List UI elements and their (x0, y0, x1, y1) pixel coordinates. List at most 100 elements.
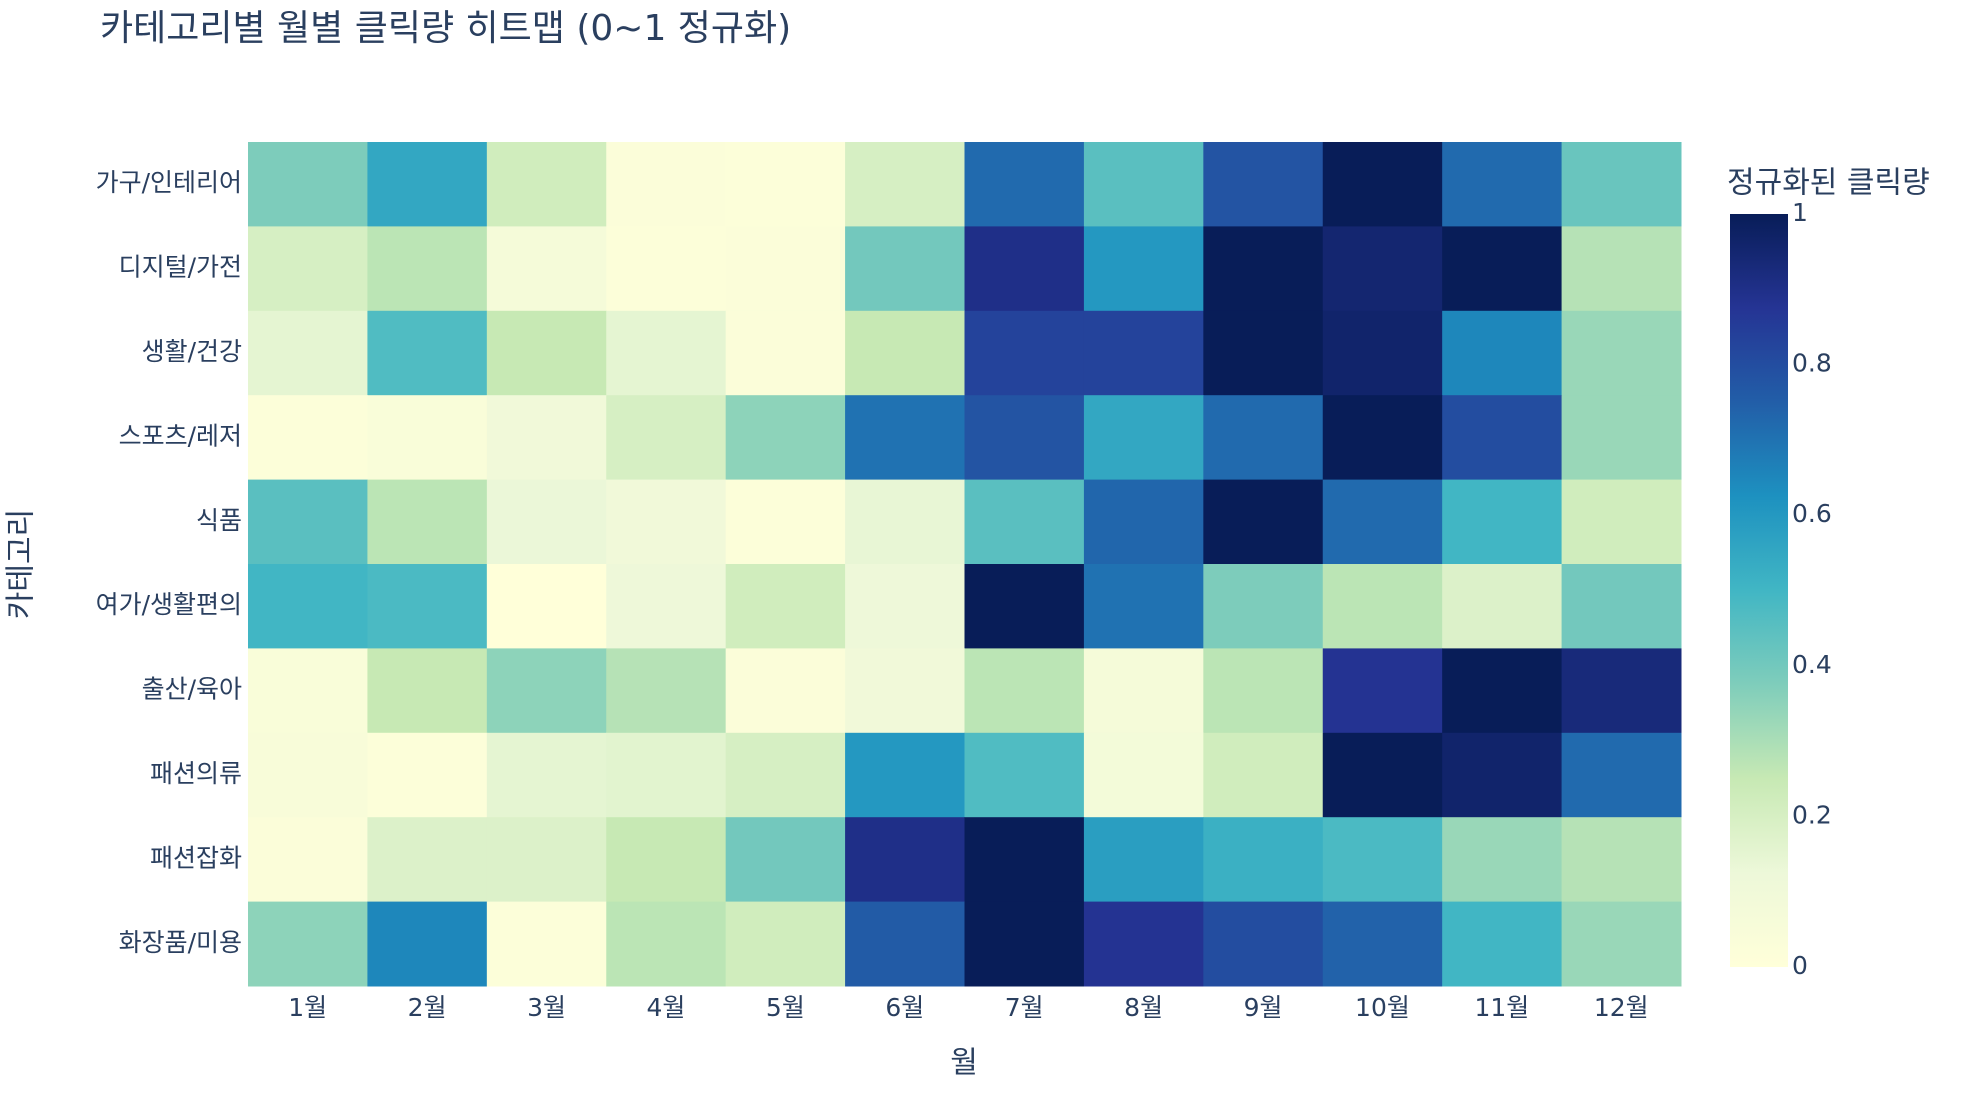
heatmap-cell (1083, 226, 1204, 312)
colorbar-tick-label: 0.6 (1792, 499, 1832, 528)
heatmap-cell (964, 817, 1085, 903)
x-tick-label: 8월 (1124, 993, 1163, 1022)
heatmap-cell (248, 479, 368, 565)
heatmap-cell (1322, 395, 1443, 481)
heatmap-cell (1442, 817, 1563, 903)
heatmap-cell (1322, 817, 1443, 903)
heatmap-cell (1203, 310, 1324, 396)
heatmap-cell (248, 732, 368, 818)
heatmap-cell (845, 226, 965, 312)
y-axis-title: 카테고리 (4, 509, 39, 619)
heatmap-cell (1322, 901, 1443, 987)
heatmap-cell (964, 648, 1085, 734)
heatmap-cell (1561, 142, 1682, 227)
x-tick-label: 5월 (766, 993, 805, 1022)
heatmap-cell (725, 901, 846, 987)
y-tick-label: 패션잡화 (150, 843, 242, 872)
heatmap-cell (1322, 226, 1443, 312)
heatmap-cell (1561, 901, 1682, 987)
heatmap-cell (1203, 142, 1324, 227)
x-tick-label: 4월 (647, 993, 686, 1022)
heatmap-cell (1083, 564, 1204, 649)
heatmap-cell (248, 648, 368, 734)
y-tick-label: 생활/건강 (142, 337, 242, 366)
heatmap-cell (606, 479, 727, 565)
heatmap-cell (1561, 479, 1682, 565)
heatmap-cell (248, 395, 368, 481)
heatmap-cell (964, 310, 1085, 396)
heatmap-cell (845, 310, 965, 396)
x-tick-label: 7월 (1005, 993, 1044, 1022)
heatmap-cell (1561, 226, 1682, 312)
x-tick-label: 2월 (408, 993, 447, 1022)
heatmap-cell (964, 564, 1085, 649)
heatmap-cell (1083, 310, 1204, 396)
y-tick-label: 출산/육아 (142, 675, 242, 704)
heatmap-cell (248, 142, 368, 227)
heatmap-cell (248, 310, 368, 396)
y-tick-label: 가구/인테리어 (96, 168, 242, 197)
heatmap-cell (486, 479, 607, 565)
heatmap-cell (606, 648, 727, 734)
chart-title: 카테고리별 월별 클릭량 히트맵 (0~1 정규화) (100, 8, 791, 49)
colorbar (1730, 214, 1788, 967)
heatmap-cell (248, 817, 368, 903)
heatmap-cell (486, 310, 607, 396)
heatmap-cell (486, 648, 607, 734)
heatmap-cell (606, 732, 727, 818)
heatmap-cell (606, 817, 727, 903)
heatmap-cell (486, 142, 607, 227)
heatmap-cell (248, 901, 368, 987)
y-tick-label: 화장품/미용 (119, 928, 242, 957)
heatmap-cell (1322, 310, 1443, 396)
heatmap-cell (725, 479, 846, 565)
heatmap-cell (486, 901, 607, 987)
heatmap-cell (367, 901, 488, 987)
x-tick-label: 1월 (288, 993, 327, 1022)
heatmap-cell (367, 310, 488, 396)
heatmap-cell (845, 479, 965, 565)
heatmap-cell (486, 732, 607, 818)
heatmap-cell (1442, 648, 1563, 734)
heatmap-cell (1203, 648, 1324, 734)
heatmap-cell (367, 648, 488, 734)
heatmap-cell (367, 732, 488, 818)
colorbar-tick-label: 0.2 (1792, 800, 1832, 829)
heatmap-cell (964, 732, 1085, 818)
heatmap-cell (367, 395, 488, 481)
heatmap-cell (1322, 732, 1443, 818)
heatmap-cell (606, 901, 727, 987)
heatmap-cell (1322, 648, 1443, 734)
heatmap-cell (845, 142, 965, 227)
colorbar-tick-label: 0 (1792, 951, 1808, 980)
heatmap-cell (725, 817, 846, 903)
heatmap-cell (1322, 564, 1443, 649)
heatmap-cell (606, 310, 727, 396)
heatmap-cell (606, 564, 727, 649)
heatmap-cell (725, 142, 846, 227)
heatmap-cell (1083, 732, 1204, 818)
heatmap-cell (845, 395, 965, 481)
heatmap-cell (1322, 479, 1443, 565)
heatmap-cell (367, 479, 488, 565)
colorbar-tick-label: 0.8 (1792, 349, 1832, 378)
heatmap-cell (248, 564, 368, 649)
colorbar-tick-label: 1 (1792, 198, 1808, 227)
x-tick-label: 9월 (1244, 993, 1283, 1022)
heatmap-cell (1322, 142, 1443, 227)
heatmap-cell (845, 817, 965, 903)
heatmap-cell (1442, 395, 1563, 481)
heatmap-cell (1203, 817, 1324, 903)
heatmap-cell (486, 226, 607, 312)
heatmap-cell (1561, 732, 1682, 818)
heatmap-cell (1083, 817, 1204, 903)
heatmap-cell (845, 901, 965, 987)
heatmap-cell (725, 395, 846, 481)
heatmap-cell (1442, 142, 1563, 227)
heatmap-cell (725, 310, 846, 396)
heatmap-cell (725, 648, 846, 734)
heatmap-cell (1083, 901, 1204, 987)
heatmap-cell (606, 395, 727, 481)
heatmap-cell (1561, 310, 1682, 396)
